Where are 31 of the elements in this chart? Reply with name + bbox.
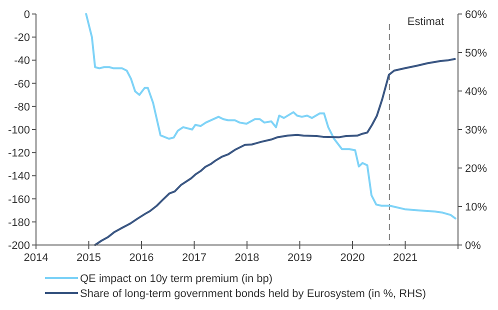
x-tick-label: 2016 — [129, 252, 154, 264]
y-tick-label: -140 — [8, 170, 30, 183]
x-tick-label: 2020 — [340, 252, 365, 264]
y-tick-label: -160 — [8, 194, 30, 206]
y-tick-label: -40 — [14, 55, 30, 68]
line-series — [94, 58, 456, 246]
legend-label: QE impact on 10y term premium (in bp) — [80, 273, 273, 285]
y2-tick-label: 50% — [465, 48, 488, 60]
y-tick-label: -200 — [8, 240, 30, 252]
legend-label: Share of long-term government bonds held by Eurosystem (in %, RHS) — [80, 288, 426, 300]
y-tick-label: 0 — [24, 9, 30, 21]
y2-tick-label: 40% — [465, 86, 488, 98]
x-tick-label: 2017 — [182, 252, 206, 264]
y-tick-label: -100 — [8, 124, 30, 136]
x-tick-label: 2018 — [234, 252, 260, 264]
ref-line-label: Estimat — [407, 16, 444, 28]
y-tick-label: -20 — [14, 32, 30, 44]
y-tick-label: -180 — [8, 216, 30, 229]
line-series — [85, 13, 456, 220]
y2-tick-label: 30% — [465, 124, 488, 136]
x-tick-label: 2021 — [393, 252, 418, 264]
y2-tick-label: 20% — [465, 163, 488, 175]
y-tick-label: -120 — [8, 148, 30, 160]
x-tick-label: 2015 — [76, 252, 101, 264]
y-tick-label: -80 — [14, 101, 30, 114]
x-tick-label: 2014 — [24, 252, 48, 264]
y2-tick-label: 60% — [465, 9, 488, 21]
y-tick-label: -60 — [14, 78, 30, 90]
y2-tick-label: 10% — [465, 202, 488, 214]
y2-tick-label: 0% — [465, 240, 482, 252]
x-tick-label: 2019 — [288, 252, 312, 264]
